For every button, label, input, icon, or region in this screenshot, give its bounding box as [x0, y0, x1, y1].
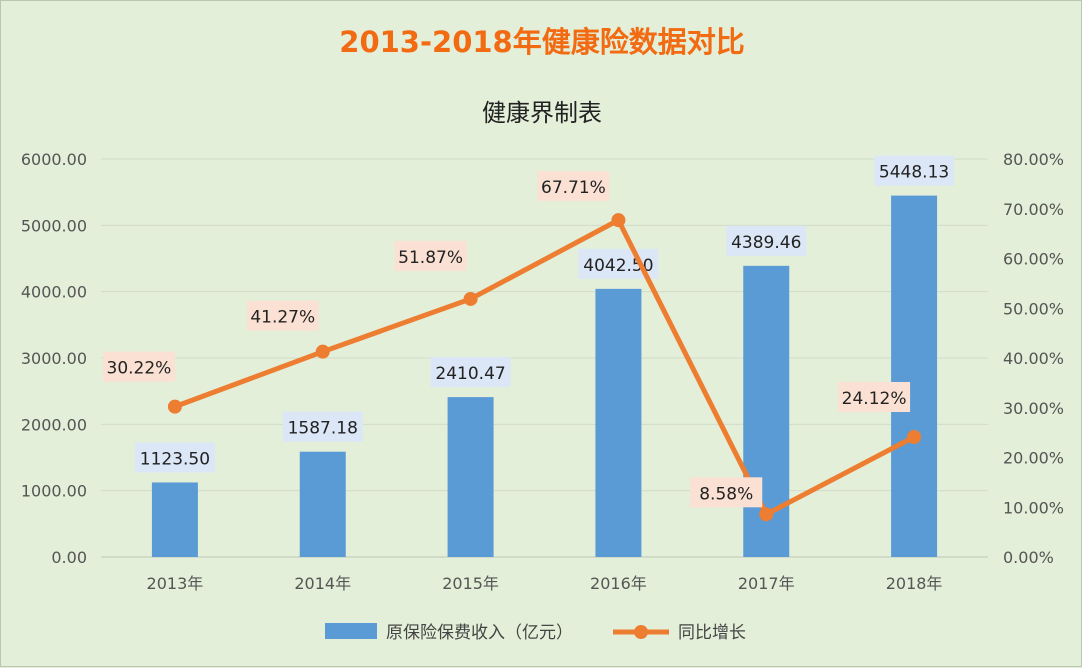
- x-tick-label: 2015年: [442, 574, 499, 593]
- line-data-label-bg: [394, 240, 467, 271]
- line-point: [759, 507, 774, 522]
- x-tick-label: 2013年: [147, 574, 204, 593]
- x-tick-label: 2017年: [738, 574, 795, 593]
- bar: [891, 195, 938, 558]
- line-data-label-bg: [246, 300, 319, 331]
- y-right-tick-label: 70.00%: [1003, 200, 1064, 219]
- bar: [447, 397, 494, 557]
- line-data-label-bg: [102, 351, 175, 382]
- legend-bar-label: 原保险保费收入（亿元）: [386, 623, 573, 643]
- y-right-tick-label: 40.00%: [1003, 349, 1064, 368]
- line-data-label-bg: [537, 171, 610, 202]
- growth-line: [174, 217, 916, 517]
- line-point: [907, 430, 922, 445]
- line-data-label: 67.71%: [541, 178, 606, 198]
- line-data-label: 24.12%: [842, 389, 907, 409]
- line-data-label: 8.58%: [699, 484, 753, 504]
- line-point: [315, 344, 330, 359]
- line-data-label-bg: [838, 382, 911, 413]
- chart-subtitle: 健康界制表: [482, 99, 602, 127]
- bar-data-label: 2410.47: [435, 364, 505, 384]
- bar-data-label: 1123.50: [140, 449, 210, 469]
- bar-data-label-bg: [134, 442, 215, 473]
- bar: [595, 288, 642, 557]
- y-left-tick-label: 0.00: [51, 548, 87, 567]
- y-left-tick-label: 6000.00: [21, 150, 87, 169]
- chart-title: 2013-2018年健康险数据对比: [339, 25, 745, 59]
- y-right-tick-label: 50.00%: [1003, 299, 1064, 318]
- line-point: [463, 291, 478, 306]
- legend-bar-swatch: [325, 623, 377, 639]
- x-tick-label: 2014年: [294, 574, 351, 593]
- bar-data-label: 4042.50: [583, 256, 653, 276]
- bar-data-label: 5448.13: [879, 163, 949, 183]
- bar-data-label-bg: [282, 411, 363, 442]
- bar-data-label-bg: [430, 357, 511, 388]
- y-left-tick-label: 2000.00: [21, 415, 87, 434]
- x-tick-label: 2016年: [590, 574, 647, 593]
- y-left-tick-label: 3000.00: [21, 349, 87, 368]
- bar-data-label: 1587.18: [288, 419, 358, 439]
- bar-data-label-bg: [874, 155, 955, 186]
- bar: [299, 451, 346, 557]
- y-right-tick-label: 0.00%: [1003, 548, 1054, 567]
- bar: [151, 482, 198, 557]
- bar-data-label: 4389.46: [731, 233, 801, 253]
- line-data-label: 30.22%: [107, 359, 172, 379]
- legend-line-marker: [634, 625, 648, 639]
- y-left-tick-label: 1000.00: [21, 482, 87, 501]
- line-point: [167, 399, 182, 414]
- line-data-label: 41.27%: [250, 308, 315, 328]
- x-tick-label: 2018年: [886, 574, 943, 593]
- y-right-tick-label: 10.00%: [1003, 498, 1064, 517]
- y-left-tick-label: 5000.00: [21, 216, 87, 235]
- y-left-tick-label: 4000.00: [21, 283, 87, 302]
- line-data-label-bg: [690, 477, 763, 508]
- line-data-label: 51.87%: [398, 248, 463, 268]
- y-right-tick-label: 20.00%: [1003, 449, 1064, 468]
- bar-data-label-bg: [726, 225, 807, 256]
- y-right-tick-label: 30.00%: [1003, 399, 1064, 418]
- line-point: [611, 213, 626, 228]
- legend-line-label: 同比增长: [678, 623, 746, 643]
- y-right-tick-label: 80.00%: [1003, 150, 1064, 169]
- y-right-tick-label: 60.00%: [1003, 250, 1064, 269]
